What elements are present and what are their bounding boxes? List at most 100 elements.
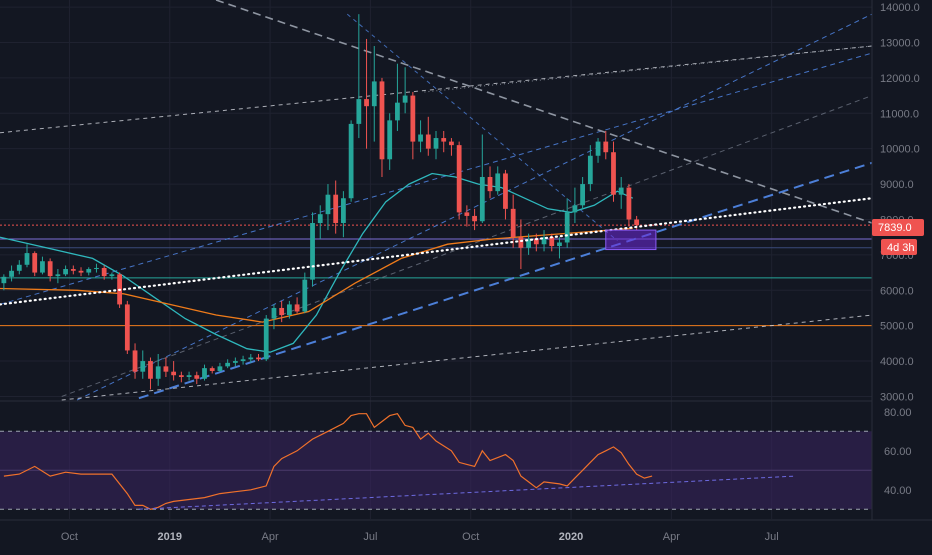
last-price-badge[interactable]: 7839.0 [872, 219, 924, 236]
candle-body [587, 155, 593, 185]
candlestick [63, 265, 68, 277]
candle-body [402, 95, 408, 103]
candle-body [232, 361, 238, 363]
price-tick-label: 6000.0 [880, 285, 914, 297]
candle-body [595, 141, 601, 156]
candlestick [256, 353, 261, 362]
candle-body [225, 362, 231, 367]
candle-body [286, 304, 292, 316]
candlestick [101, 265, 107, 280]
price-tick-label: 10000.0 [880, 144, 920, 156]
candle-body [495, 173, 501, 192]
time-tick-label: Oct [61, 531, 78, 543]
candlestick [55, 269, 61, 284]
candlestick [564, 198, 570, 248]
time-tick-label: Jul [363, 531, 377, 543]
candle-body [1, 276, 7, 284]
rsi-tick-label: 80.00 [884, 407, 912, 419]
candlestick [286, 300, 292, 319]
countdown-badge[interactable]: 4d 3h [881, 239, 917, 255]
rsi-trend-line[interactable] [138, 475, 795, 510]
candlestick [225, 359, 231, 369]
candlestick [356, 14, 362, 139]
descending-trend-line[interactable] [215, 0, 873, 224]
candle-body [634, 219, 640, 226]
candle-body [132, 350, 138, 372]
candle-body [124, 304, 130, 351]
candlestick [140, 350, 146, 379]
candle-body [63, 269, 68, 275]
overlay-drawings[interactable] [0, 197, 874, 306]
candlestick [302, 272, 308, 314]
candlestick [371, 46, 377, 142]
candle-body [425, 134, 431, 149]
candle-body [541, 237, 547, 245]
candle-body [564, 212, 570, 243]
candlestick [603, 130, 609, 160]
rsi-axis[interactable]: 80.00 60.00 40.00 [884, 407, 912, 497]
price-tick-label: 12000.0 [880, 73, 920, 85]
candle-body [418, 134, 423, 142]
candle-body [310, 223, 315, 280]
long-resistance-line[interactable] [0, 45, 873, 134]
candlestick [487, 166, 493, 199]
descending-blue-line[interactable] [346, 13, 618, 242]
candlestick [364, 38, 369, 149]
candlestick [595, 138, 601, 163]
candle-body [78, 270, 84, 273]
candlestick [47, 258, 53, 282]
candle-body [503, 173, 508, 209]
target-zone-box[interactable] [605, 229, 657, 251]
lower-channel-line[interactable] [61, 95, 873, 397]
candlestick [124, 300, 130, 354]
candlestick [456, 141, 462, 220]
upper-channel-line[interactable] [76, 13, 873, 401]
candle-body [70, 269, 76, 271]
candle-body [510, 208, 516, 238]
candle-body [333, 194, 339, 224]
candle-body [572, 205, 578, 213]
candle-body [626, 187, 632, 220]
countdown-label: 4d 3h [887, 242, 915, 254]
candle-body [94, 267, 99, 270]
candlestick [533, 233, 539, 252]
candle-body [549, 237, 555, 247]
time-tick-label: 2020 [559, 531, 583, 543]
middle-channel-line[interactable] [0, 52, 873, 305]
candlestick [217, 362, 223, 372]
time-tick-label: Apr [262, 531, 279, 543]
time-axis[interactable]: Oct 2019 Apr Jul Oct 2020 Apr Jul [61, 531, 779, 543]
candle-body [557, 242, 562, 247]
candlestick [1, 274, 7, 291]
candlestick [503, 169, 508, 220]
rsi-tick-label: 40.00 [884, 485, 912, 497]
candle-body [140, 361, 146, 372]
candlestick [209, 366, 215, 374]
candlestick [70, 265, 76, 275]
candle-body [410, 95, 416, 142]
dotted-rising-trend-line[interactable] [0, 197, 874, 306]
candle-body [263, 318, 269, 360]
candlestick [395, 63, 400, 131]
candle-body [155, 366, 161, 379]
candle-body [618, 187, 624, 195]
candle-body [341, 198, 346, 224]
price-tick-label: 13000.0 [880, 37, 920, 49]
price-tick-label: 14000.0 [880, 2, 920, 14]
candle-body [186, 375, 192, 377]
trend-lines[interactable] [0, 0, 873, 401]
candle-body [348, 123, 354, 199]
candle-body [518, 237, 524, 248]
candlestick [387, 113, 393, 170]
rising-support-line[interactable] [138, 161, 873, 400]
rsi-line [3, 413, 653, 510]
candlestick [618, 176, 624, 209]
candlestick [441, 130, 447, 153]
candlestick [402, 67, 408, 114]
dotted-upper-line[interactable] [424, 45, 873, 93]
candle-body [32, 253, 38, 273]
candlestick [379, 77, 385, 177]
candle-body [611, 152, 616, 195]
